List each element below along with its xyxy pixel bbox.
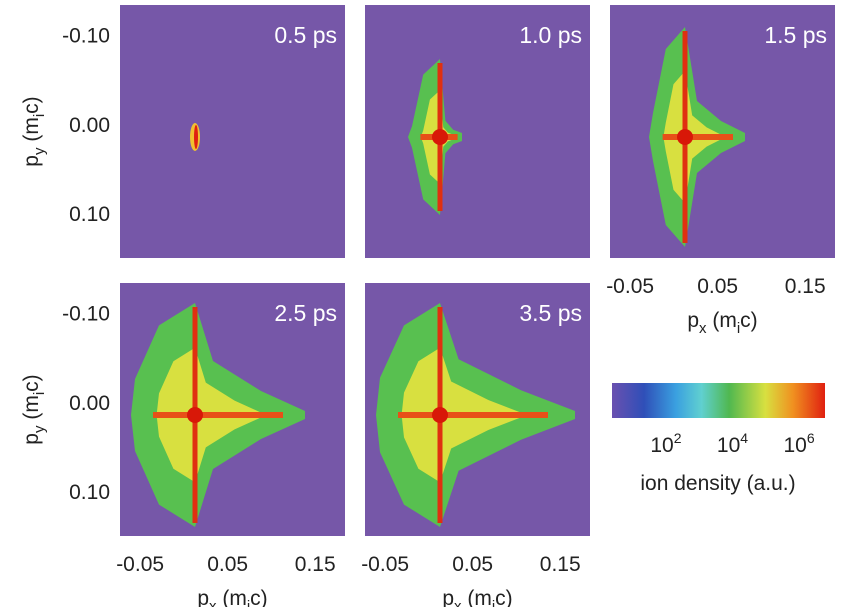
- axis-label-part: x: [699, 320, 707, 337]
- density-core: [194, 125, 198, 149]
- axis-label-part: c): [250, 587, 268, 607]
- density-core: [677, 129, 693, 145]
- colorbar-tick-base: 10: [650, 434, 673, 457]
- axis-label: px (mic): [197, 587, 267, 607]
- panel: 3.5 ps: [365, 283, 590, 536]
- panel: 0.5 ps: [120, 5, 345, 258]
- panel-background: [120, 5, 345, 258]
- axis-label-part: (m: [20, 395, 43, 425]
- time-label: 1.0 ps: [519, 22, 582, 48]
- axis-label: py (mic): [20, 96, 48, 166]
- x-tick-label: -0.05: [361, 553, 409, 576]
- axis-label-part: p: [442, 587, 454, 607]
- axis-label-part: i: [492, 598, 495, 607]
- axis-label-part: p: [20, 155, 43, 167]
- time-label: 0.5 ps: [274, 22, 337, 48]
- axis-label-part: i: [31, 114, 48, 117]
- colorbar-tick-label: 106: [783, 430, 814, 457]
- y-tick-label: 0.00: [69, 392, 110, 415]
- axis-label-part: y: [31, 425, 48, 433]
- axis-label-part: p: [197, 587, 209, 607]
- axis-label-part: c): [20, 374, 43, 392]
- axis-label-part: i: [737, 320, 740, 337]
- density-core: [187, 407, 203, 423]
- axis-label-part: p: [20, 433, 43, 445]
- y-tick-label: -0.10: [62, 302, 110, 325]
- x-tick-label: -0.05: [116, 553, 164, 576]
- axis-label: py (mic): [20, 374, 48, 444]
- axis-label-part: x: [209, 598, 217, 607]
- axis-label-part: (m: [217, 587, 247, 607]
- axis-label-part: (m: [707, 309, 737, 332]
- axis-label-part: (m: [462, 587, 492, 607]
- axis-label-part: y: [31, 147, 48, 155]
- x-tick-label: -0.05: [606, 275, 654, 298]
- axis-label-part: x: [454, 598, 462, 607]
- axis-label-part: i: [31, 392, 48, 395]
- time-label: 3.5 ps: [519, 300, 582, 326]
- x-tick-label: 0.05: [452, 553, 493, 576]
- axis-label-part: (m: [20, 117, 43, 147]
- panel: 1.5 ps: [610, 5, 835, 258]
- time-label: 2.5 ps: [274, 300, 337, 326]
- colorbar: [612, 383, 825, 418]
- density-core: [432, 407, 448, 423]
- panel-background: [365, 5, 590, 258]
- y-tick-label: 0.10: [69, 481, 110, 504]
- axis-label: px (mic): [442, 587, 512, 607]
- x-tick-label: 0.15: [295, 553, 336, 576]
- colorbar-tick-exponent: 6: [807, 430, 815, 446]
- axis-label-part: c): [20, 96, 43, 114]
- x-tick-label: 0.15: [785, 275, 826, 298]
- x-tick-label: 0.05: [207, 553, 248, 576]
- x-tick-label: 0.15: [540, 553, 581, 576]
- axis-label-part: c): [495, 587, 513, 607]
- colorbar-tick-base: 10: [717, 434, 740, 457]
- colorbar-tick-base: 10: [783, 434, 806, 457]
- density-core: [432, 129, 448, 145]
- panel: 2.5 ps: [120, 283, 345, 536]
- y-tick-label: 0.00: [69, 114, 110, 137]
- colorbar-tick-exponent: 4: [740, 430, 748, 446]
- colorbar-tick-label: 102: [650, 430, 681, 457]
- colorbar-tick-exponent: 2: [674, 430, 682, 446]
- axis-label-part: i: [247, 598, 250, 607]
- colorbar-label: ion density (a.u.): [640, 472, 795, 495]
- x-tick-label: 0.05: [697, 275, 738, 298]
- colorbar-tick-label: 104: [717, 430, 748, 457]
- panel: 1.0 ps: [365, 5, 590, 258]
- axis-label: px (mic): [687, 309, 757, 337]
- y-tick-label: -0.10: [62, 24, 110, 47]
- y-tick-label: 0.10: [69, 203, 110, 226]
- axis-label-part: c): [740, 309, 758, 332]
- axis-label-part: p: [687, 309, 699, 332]
- time-label: 1.5 ps: [764, 22, 827, 48]
